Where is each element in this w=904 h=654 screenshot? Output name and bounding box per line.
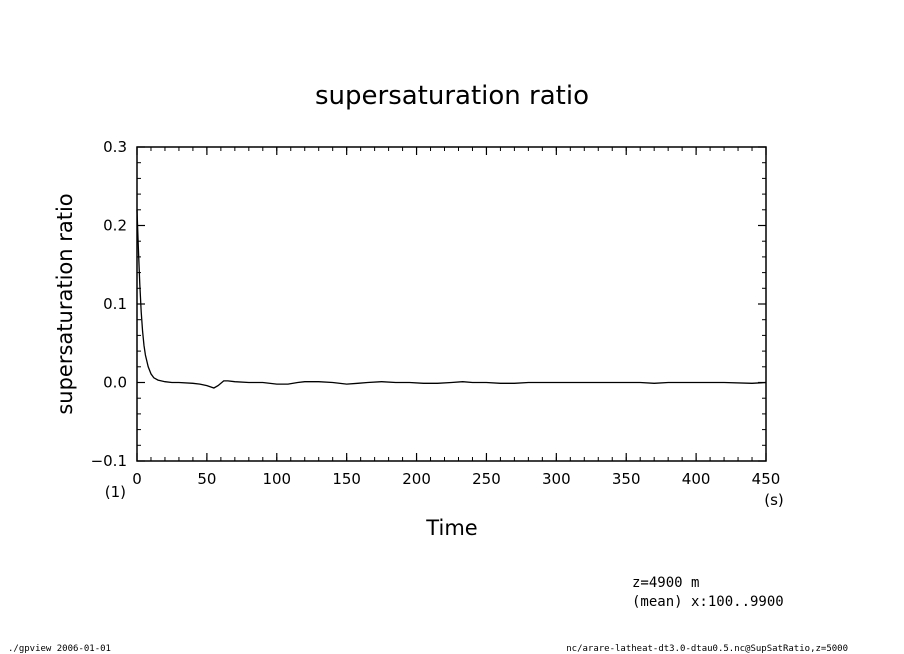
x-tick-label: 50 — [197, 470, 216, 488]
x-unit-label: (s) — [764, 491, 784, 509]
y-tick-label: 0.2 — [103, 217, 127, 235]
x-tick-label: 450 — [752, 470, 781, 488]
footer-right: nc/arare-latheat-dt3.0-dtau0.5.nc@SupSat… — [566, 644, 848, 654]
y-unit-label: (1) — [105, 483, 126, 501]
x-axis-label: Time — [425, 516, 477, 540]
x-tick-label: 200 — [402, 470, 431, 488]
y-tick-labels: −0.1 0.0 0.1 0.2 0.3 — [91, 138, 127, 470]
x-tick-label: 250 — [472, 470, 501, 488]
minor-ticks — [136, 146, 767, 462]
y-tick-label: 0.1 — [103, 295, 127, 313]
series-line — [136, 209, 767, 389]
plot-area — [136, 146, 767, 462]
z-level-note: z=4900 m — [632, 575, 699, 591]
x-tick-label: 300 — [542, 470, 571, 488]
x-tick-label: 150 — [332, 470, 361, 488]
y-tick-label: −0.1 — [91, 452, 127, 470]
x-tick-label: 100 — [262, 470, 291, 488]
x-tick-labels: 0 50 100 150 200 250 300 350 400 450 — [132, 470, 780, 488]
x-tick-label: 350 — [612, 470, 641, 488]
y-tick-label: 0.0 — [103, 374, 127, 392]
x-tick-label: 400 — [682, 470, 711, 488]
major-ticks — [136, 146, 767, 462]
footer-left: ./gpview 2006-01-01 — [8, 644, 111, 654]
y-tick-label: 0.3 — [103, 138, 127, 156]
plot-frame — [136, 146, 767, 462]
y-axis-label: supersaturation ratio — [53, 193, 77, 414]
chart-title: supersaturation ratio — [315, 81, 589, 111]
mean-range-note: (mean) x:100..9900 — [632, 594, 784, 610]
x-tick-label: 0 — [132, 470, 142, 488]
